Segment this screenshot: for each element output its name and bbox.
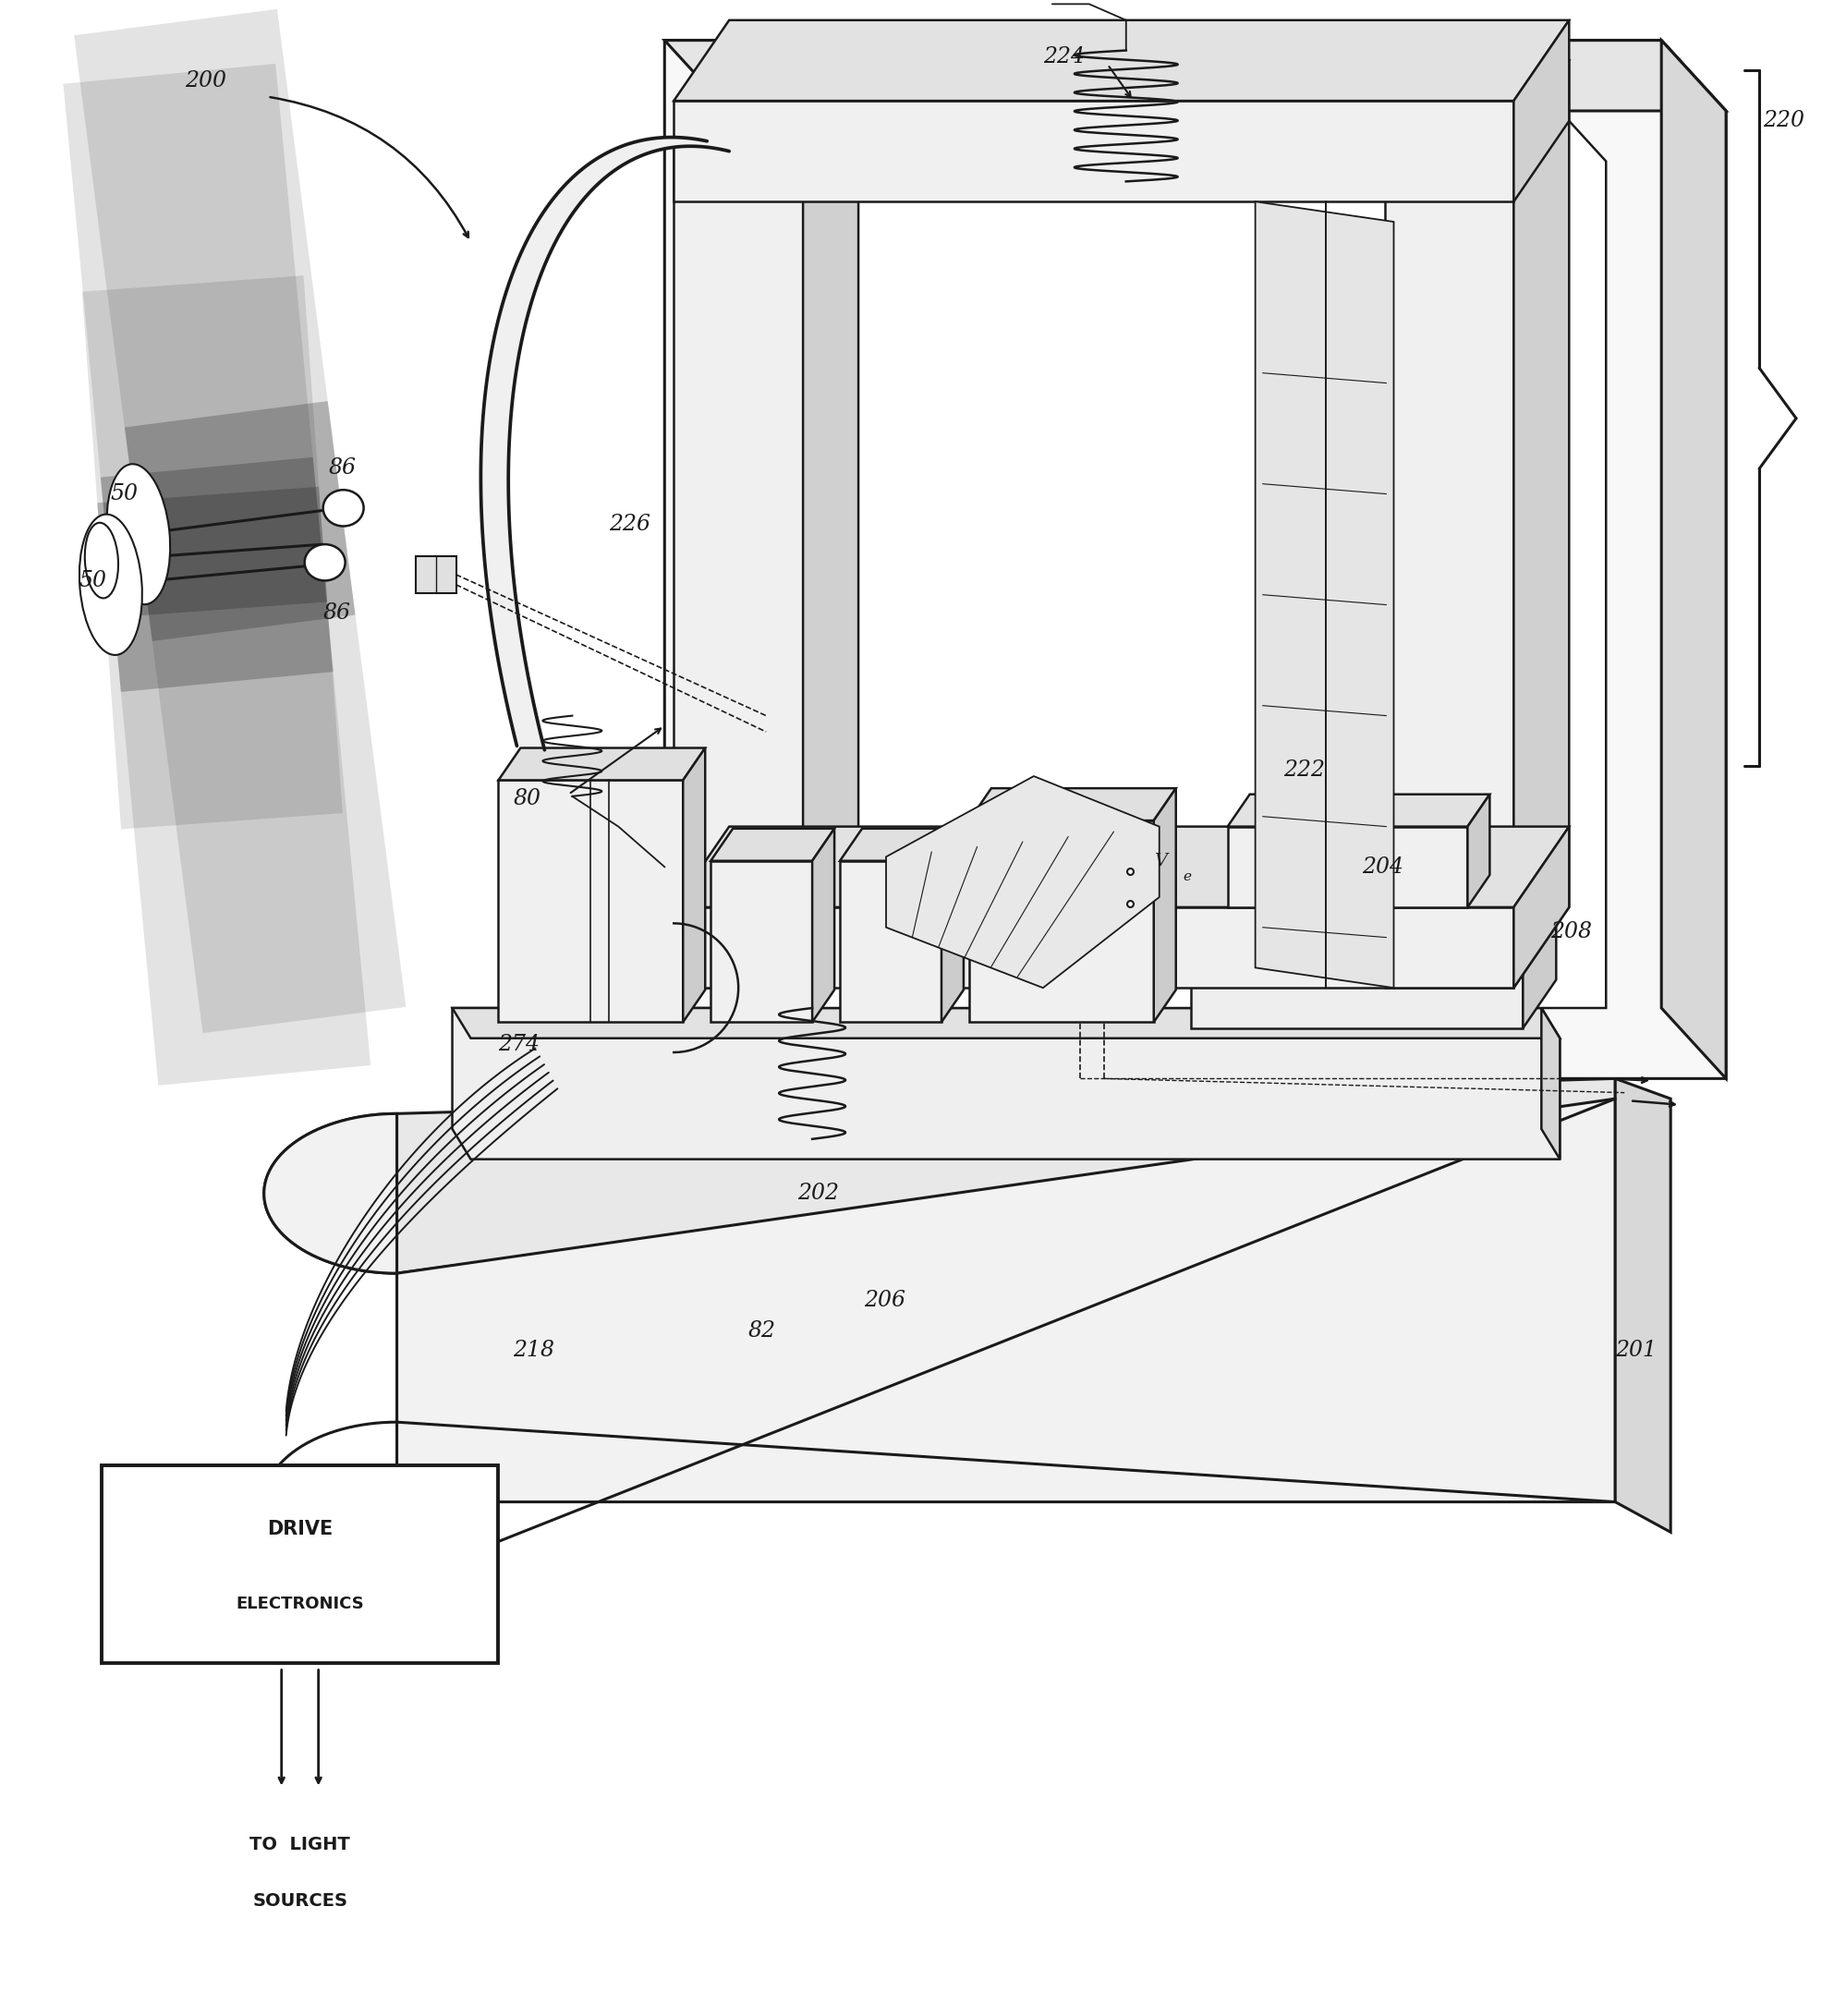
Polygon shape xyxy=(711,829,834,861)
Text: SOURCES: SOURCES xyxy=(253,1893,347,1909)
Polygon shape xyxy=(683,748,705,1022)
Polygon shape xyxy=(1615,1079,1671,1532)
Polygon shape xyxy=(803,60,858,988)
Polygon shape xyxy=(1514,827,1569,988)
Polygon shape xyxy=(415,556,456,593)
Text: 226: 226 xyxy=(609,514,652,534)
Polygon shape xyxy=(1191,859,1556,907)
Polygon shape xyxy=(969,788,1176,821)
Ellipse shape xyxy=(85,522,118,599)
Polygon shape xyxy=(674,60,858,141)
Polygon shape xyxy=(674,101,1514,202)
Text: ELECTRONICS: ELECTRONICS xyxy=(236,1595,364,1613)
Text: 208: 208 xyxy=(1551,921,1593,941)
Text: 82: 82 xyxy=(748,1320,775,1341)
Polygon shape xyxy=(1514,20,1569,202)
Text: 50: 50 xyxy=(79,571,107,591)
Polygon shape xyxy=(1228,827,1468,907)
Polygon shape xyxy=(452,1008,1560,1159)
Text: DRIVE: DRIVE xyxy=(268,1520,332,1538)
Polygon shape xyxy=(1384,60,1569,141)
Polygon shape xyxy=(1191,907,1523,1028)
Ellipse shape xyxy=(305,544,345,581)
Polygon shape xyxy=(1255,202,1394,988)
Ellipse shape xyxy=(323,490,364,526)
Polygon shape xyxy=(1523,859,1556,1028)
Polygon shape xyxy=(1468,794,1490,907)
Polygon shape xyxy=(674,141,803,988)
Text: 274: 274 xyxy=(498,1034,541,1054)
Text: 80: 80 xyxy=(513,788,541,808)
Polygon shape xyxy=(665,40,1726,111)
Polygon shape xyxy=(452,1008,1560,1038)
Ellipse shape xyxy=(79,514,142,655)
Polygon shape xyxy=(674,827,1569,907)
Polygon shape xyxy=(941,829,964,1022)
Text: 50: 50 xyxy=(111,484,138,504)
Polygon shape xyxy=(480,137,729,750)
Polygon shape xyxy=(886,776,1159,988)
Text: 201: 201 xyxy=(1615,1341,1658,1361)
Text: 222: 222 xyxy=(1283,760,1325,780)
Polygon shape xyxy=(264,1079,1615,1274)
Polygon shape xyxy=(264,1099,1615,1502)
Polygon shape xyxy=(969,821,1154,1022)
Polygon shape xyxy=(1228,794,1490,827)
Text: TO  LIGHT: TO LIGHT xyxy=(249,1837,351,1853)
Text: 202: 202 xyxy=(797,1183,840,1204)
Polygon shape xyxy=(1541,1008,1560,1159)
Text: 218: 218 xyxy=(513,1341,556,1361)
Text: 224: 224 xyxy=(1043,46,1085,67)
Text: 86: 86 xyxy=(323,603,351,623)
Text: 206: 206 xyxy=(864,1290,906,1310)
Polygon shape xyxy=(812,829,834,1022)
Polygon shape xyxy=(102,1466,498,1663)
Polygon shape xyxy=(1154,788,1176,1022)
Polygon shape xyxy=(840,861,941,1022)
Polygon shape xyxy=(498,780,683,1022)
Polygon shape xyxy=(674,20,1569,101)
Polygon shape xyxy=(1661,40,1726,1079)
Ellipse shape xyxy=(107,464,170,605)
Text: 204: 204 xyxy=(1362,857,1405,877)
Polygon shape xyxy=(1514,60,1569,988)
Text: V: V xyxy=(1154,853,1167,869)
Text: 220: 220 xyxy=(1763,111,1805,131)
Text: 200: 200 xyxy=(185,71,227,91)
Polygon shape xyxy=(766,101,1606,1008)
Text: 86: 86 xyxy=(329,458,356,478)
Polygon shape xyxy=(840,829,964,861)
Polygon shape xyxy=(498,748,705,780)
Polygon shape xyxy=(665,40,1726,1079)
Text: e: e xyxy=(1183,871,1193,883)
Polygon shape xyxy=(674,907,1514,988)
Polygon shape xyxy=(711,861,812,1022)
Polygon shape xyxy=(1384,141,1514,988)
